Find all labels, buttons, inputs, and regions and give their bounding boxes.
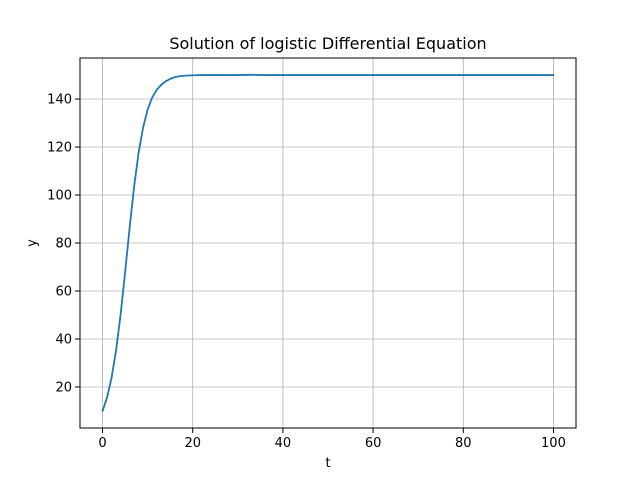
x-tick-label: 40 [275,436,292,451]
series-layer [101,73,555,412]
y-tick-label: 120 [47,141,72,156]
x-axis-label: t [325,456,330,471]
y-tick-label: 40 [55,332,72,347]
series-line [101,73,555,412]
grid [80,58,576,428]
x-tick-label: 60 [365,436,382,451]
ticks: 0 20 40 60 80 100 20 40 60 80 100 120 140 [47,93,566,451]
y-tick-label: 60 [55,284,72,299]
x-tick-label: 0 [98,436,106,451]
x-tick-label: 20 [184,436,201,451]
x-tick-label: 100 [541,436,566,451]
y-tick-label: 80 [55,237,72,252]
y-tick-label: 20 [55,380,72,395]
y-axis-label: y [25,239,40,247]
y-tick-label: 100 [47,189,72,204]
y-tick-label: 140 [47,93,72,108]
x-tick-label: 80 [455,436,472,451]
chart-title: Solution of logistic Differential Equati… [169,34,486,53]
